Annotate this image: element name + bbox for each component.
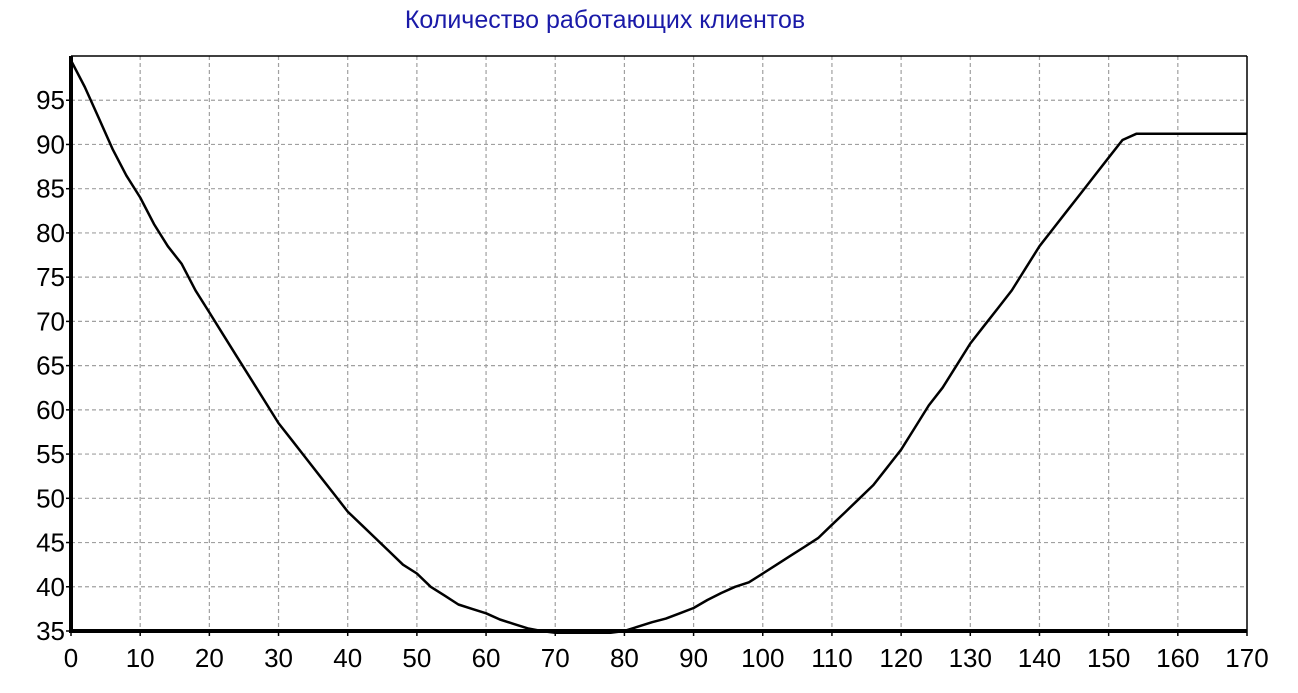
x-tick-label: 170	[1225, 643, 1268, 673]
x-tick-label: 0	[64, 643, 78, 673]
y-tick-label: 55	[36, 439, 65, 469]
y-tick-label: 45	[36, 528, 65, 558]
y-tick-label: 50	[36, 483, 65, 513]
y-tick-label: 65	[36, 351, 65, 381]
x-tick-label: 140	[1018, 643, 1061, 673]
y-tick-labels: 35 40 45 50 55 60 65 70 75 80 85 90 95	[36, 85, 65, 646]
y-tick-label: 70	[36, 306, 65, 336]
y-tick-label: 95	[36, 85, 65, 115]
x-tick-labels: 0 10 20 30 40 50 60 70 80 90 100 110 120 130 140 150 160…	[64, 643, 1269, 673]
x-tick-label: 130	[949, 643, 992, 673]
x-tick-label: 150	[1087, 643, 1130, 673]
y-tick-label: 85	[36, 174, 65, 204]
x-tick-label: 100	[741, 643, 784, 673]
y-tick-label: 90	[36, 129, 65, 159]
y-tick-label: 35	[36, 616, 65, 646]
plot-frame	[66, 55, 1248, 636]
y-tick-label: 40	[36, 572, 65, 602]
x-tick-label: 40	[333, 643, 362, 673]
x-tick-label: 50	[402, 643, 431, 673]
x-tick-label: 60	[472, 643, 501, 673]
chart-title: Количество работающих клиентов	[404, 6, 806, 34]
x-tick-label: 80	[610, 643, 639, 673]
y-tick-label: 60	[36, 395, 65, 425]
x-tick-label: 30	[264, 643, 293, 673]
y-tick-label: 75	[36, 262, 65, 292]
grid	[71, 56, 1247, 631]
x-tick-label: 160	[1156, 643, 1199, 673]
x-tick-label: 20	[195, 643, 224, 673]
x-tick-label: 70	[541, 643, 570, 673]
x-tick-label: 120	[879, 643, 922, 673]
y-tick-label: 80	[36, 218, 65, 248]
x-tick-label: 110	[811, 643, 852, 673]
x-tick-label: 10	[126, 643, 155, 673]
series-line-0	[69, 59, 1247, 635]
series-layer	[69, 59, 1247, 635]
x-tick-label: 90	[679, 643, 708, 673]
